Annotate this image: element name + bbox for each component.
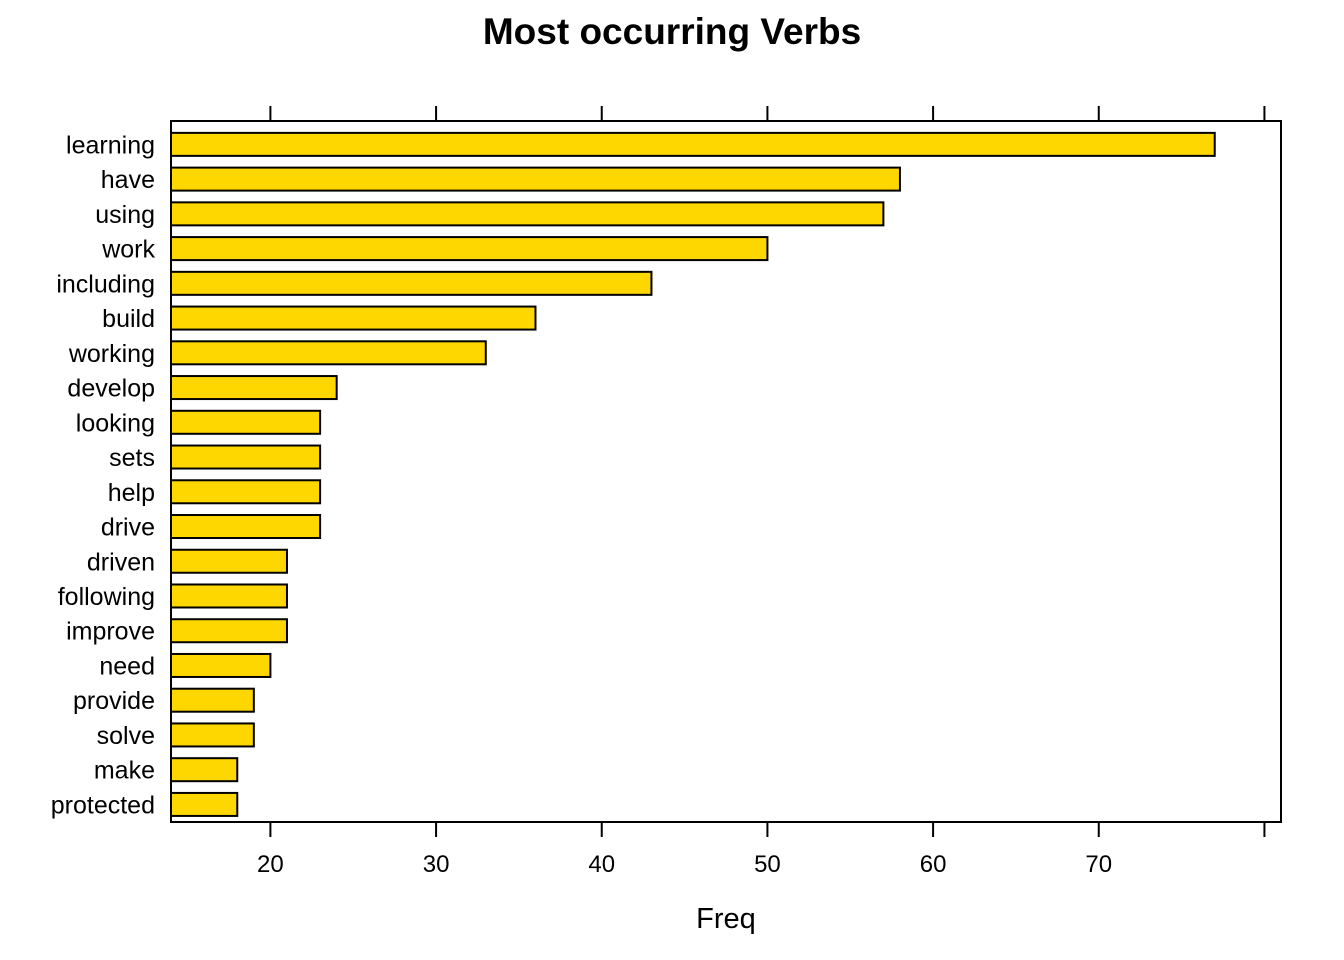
category-label-following: following — [58, 583, 155, 611]
x-axis-ticks: 20 30 40 50 60 70 — [257, 106, 1266, 878]
x-tick-label: 50 — [754, 851, 781, 878]
x-tick-label: 30 — [423, 851, 450, 878]
bar-help — [170, 479, 322, 505]
bars — [170, 131, 1216, 817]
category-labels: learning have using work including build worki… — [51, 131, 156, 819]
plot-frame — [170, 120, 1282, 823]
category-label-work: work — [101, 236, 155, 264]
bar-using — [170, 201, 885, 227]
x-tick-label: 20 — [257, 851, 284, 878]
category-label-protected: protected — [51, 791, 155, 819]
category-label-need: need — [99, 652, 155, 680]
bar-driven — [170, 548, 288, 574]
category-label-help: help — [108, 479, 155, 507]
bar-need — [170, 652, 272, 678]
x-tick-label: 40 — [588, 851, 615, 878]
bar-make — [170, 757, 239, 783]
category-label-improve: improve — [66, 618, 155, 646]
category-label-driven: driven — [87, 548, 155, 576]
chart-title: Most occurring Verbs — [483, 11, 861, 52]
category-label-including: including — [56, 270, 155, 298]
bar-solve — [170, 722, 255, 748]
bar-provide — [170, 687, 255, 713]
bar-working — [170, 340, 487, 366]
category-label-solve: solve — [97, 722, 155, 750]
x-axis-title: Freq — [696, 903, 756, 935]
category-label-develop: develop — [67, 375, 155, 403]
category-label-working: working — [68, 340, 155, 368]
bar-develop — [170, 375, 338, 401]
bar-following — [170, 583, 288, 609]
bar-looking — [170, 409, 322, 435]
bar-drive — [170, 514, 322, 540]
category-label-build: build — [102, 305, 155, 333]
category-label-have: have — [101, 166, 155, 194]
category-label-sets: sets — [109, 444, 155, 472]
category-label-drive: drive — [101, 514, 155, 542]
category-label-learning: learning — [66, 131, 155, 159]
bar-protected — [170, 791, 239, 817]
bar-sets — [170, 444, 322, 470]
category-label-using: using — [95, 201, 155, 229]
category-label-provide: provide — [73, 687, 155, 715]
bar-including — [170, 270, 653, 296]
x-tick-label: 70 — [1085, 851, 1112, 878]
x-tick-label: 60 — [920, 851, 947, 878]
category-label-looking: looking — [76, 409, 155, 437]
bar-build — [170, 305, 537, 331]
bar-learning — [170, 131, 1216, 157]
bar-work — [170, 236, 769, 262]
bar-have — [170, 166, 901, 192]
category-label-make: make — [94, 757, 155, 785]
bar-improve — [170, 618, 288, 644]
